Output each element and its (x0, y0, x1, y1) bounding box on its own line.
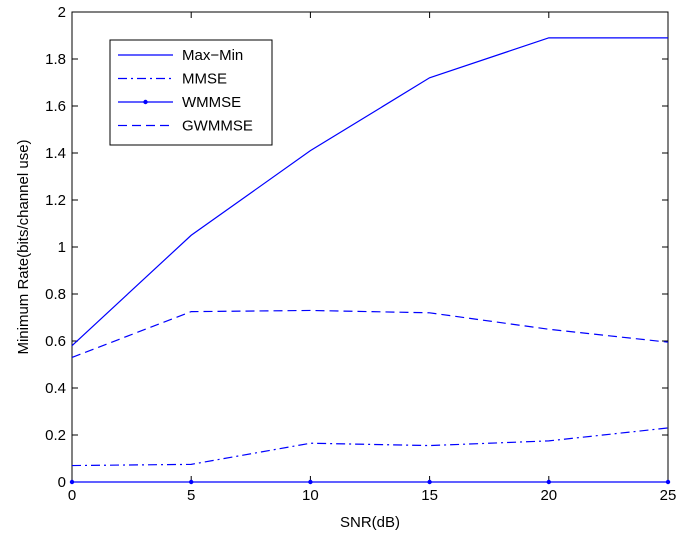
y-tick-label: 1 (58, 239, 66, 256)
y-tick-label: 1.2 (45, 192, 66, 209)
series-point (308, 479, 313, 485)
legend-marker (143, 99, 148, 105)
legend: Max−Min MMSE WMMSE GWMMSE (109, 39, 273, 146)
y-tick-label: 0.4 (45, 380, 66, 397)
series-point (546, 479, 551, 485)
y-tick-label: 0.2 (45, 427, 66, 444)
x-axis-label: SNR(dB) (340, 514, 400, 531)
series-line (71, 309, 669, 359)
y-tick-label: 2 (58, 4, 66, 21)
x-tick-label: 25 (660, 487, 677, 504)
y-tick-label: 0.8 (45, 286, 66, 303)
series-point (189, 479, 194, 485)
y-tick-label: 1.6 (45, 98, 66, 115)
y-tick-label: 1.4 (45, 145, 66, 162)
y-tick-label: 0.6 (45, 333, 66, 350)
y-tick-label: 0 (58, 474, 66, 491)
x-tick-labels: 0 5 10 15 20 25 (68, 487, 677, 504)
legend-items: Max−Min MMSE WMMSE GWMMSE (118, 47, 253, 135)
y-axis-label: Minimum Rate(bits/channel use) (15, 139, 32, 354)
series-point (665, 479, 671, 485)
series-line (71, 427, 669, 467)
legend-box (109, 39, 273, 146)
series-layer (69, 37, 671, 485)
series-point (69, 479, 75, 485)
x-tick-label: 0 (68, 487, 76, 504)
legend-label: MMSE (182, 71, 227, 88)
legend-label: WMMSE (182, 94, 241, 111)
x-tick-label: 5 (187, 487, 195, 504)
legend-label: Max−Min (182, 47, 243, 64)
x-tick-label: 15 (421, 487, 438, 504)
y-tick-label: 1.8 (45, 51, 66, 68)
x-tick-label: 20 (540, 487, 557, 504)
series-point (427, 479, 432, 485)
x-tick-label: 10 (302, 487, 319, 504)
legend-label: GWMMSE (182, 118, 253, 135)
series-line (71, 37, 668, 347)
y-tick-labels: 0 0.2 0.4 0.6 0.8 1 1.2 1.4 1.6 1.8 2 (45, 4, 66, 491)
